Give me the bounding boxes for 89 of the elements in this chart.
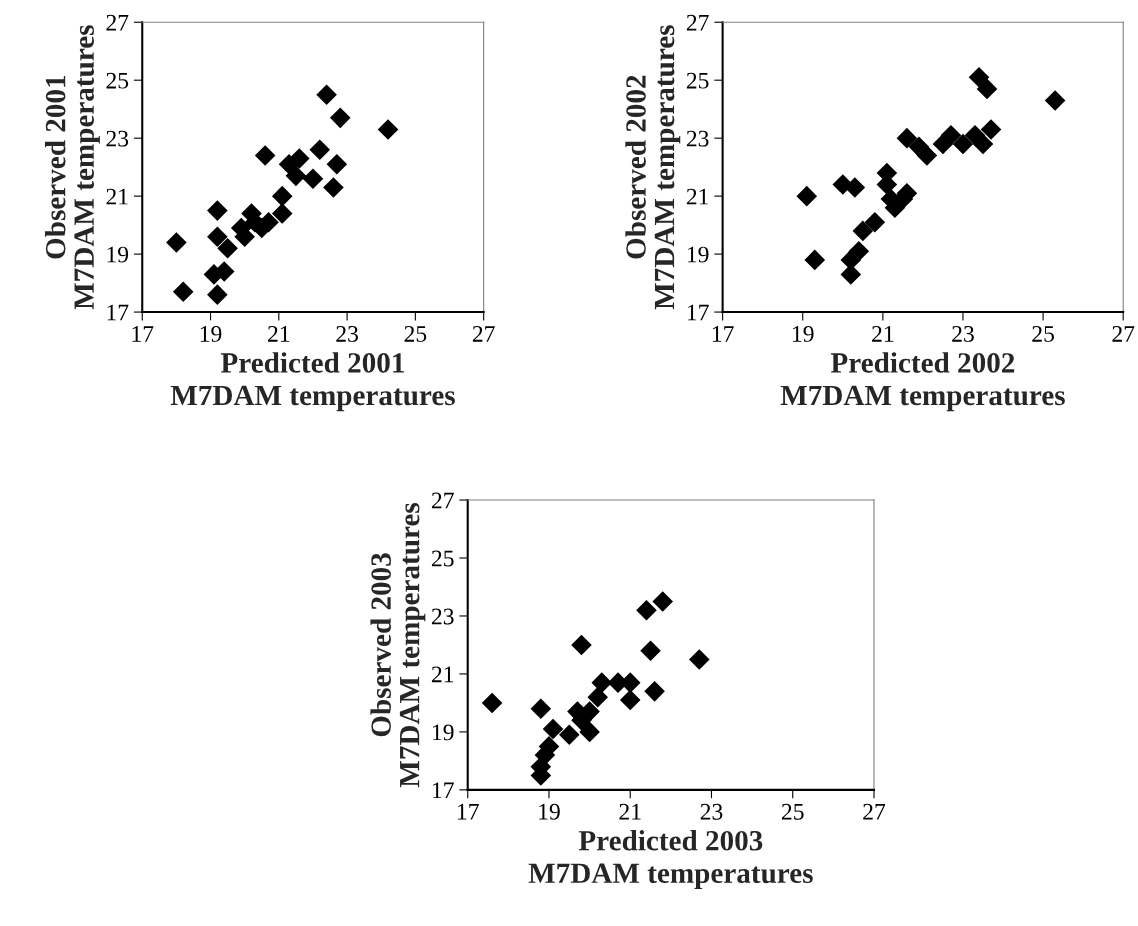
point xyxy=(940,124,962,146)
x-tick-label: 23 xyxy=(952,326,974,342)
y-tick-label: 23 xyxy=(686,130,709,147)
x-tick-label: 27 xyxy=(863,803,886,820)
point xyxy=(852,220,874,242)
y-tick-label: 17 xyxy=(432,782,454,799)
x-tick-label: 23 xyxy=(336,326,358,342)
point xyxy=(285,165,307,187)
y-tick-label: 23 xyxy=(106,130,129,147)
point xyxy=(636,599,657,621)
y-axis-title: Observed 2003 M7DAM temperatures xyxy=(370,502,426,788)
point xyxy=(796,185,818,207)
y-tick-label: 23 xyxy=(431,608,454,625)
x-tick-label: 17 xyxy=(712,326,734,342)
point xyxy=(309,139,331,161)
y-tick-label: 19 xyxy=(432,724,454,741)
y-tick-label: 25 xyxy=(431,550,454,567)
y-tick-label: 17 xyxy=(687,304,709,321)
point xyxy=(896,127,918,149)
point xyxy=(254,145,276,166)
point xyxy=(579,721,600,743)
y-tick-label: 17 xyxy=(107,304,129,321)
point xyxy=(688,649,710,670)
point xyxy=(530,698,552,720)
x-tick-label: 25 xyxy=(1032,326,1054,342)
x-tick-label: 17 xyxy=(457,803,479,820)
x-axis-title: Predicted 2001 M7DAM temperatures xyxy=(170,352,455,412)
y-axis-title: Observed 2002 M7DAM temperatures xyxy=(625,25,681,310)
point xyxy=(207,226,228,247)
point xyxy=(558,724,580,746)
y-tick-label: 25 xyxy=(106,72,129,89)
point xyxy=(323,177,344,198)
point xyxy=(972,133,994,155)
point xyxy=(952,133,974,155)
point xyxy=(864,211,886,233)
point xyxy=(329,107,351,129)
point xyxy=(619,689,641,711)
y-tick-label: 27 xyxy=(686,14,709,31)
x-tick-label: 23 xyxy=(700,803,723,820)
point xyxy=(316,84,337,105)
x-axis-title: Predicted 2002 M7DAM temperatures xyxy=(780,352,1065,412)
point xyxy=(1044,90,1066,111)
point xyxy=(326,153,348,175)
point xyxy=(844,177,866,198)
x-tick-label: 19 xyxy=(539,803,560,820)
y-tick-label: 25 xyxy=(686,72,709,89)
x-tick-label: 25 xyxy=(404,326,427,342)
x-axis-title: Predicted 2003 M7DAM temperatures xyxy=(528,830,813,890)
point xyxy=(377,119,399,140)
point xyxy=(271,203,293,224)
x-tick-label: 25 xyxy=(781,803,804,820)
y-tick-label: 27 xyxy=(431,492,454,509)
point xyxy=(271,185,293,207)
point xyxy=(288,148,310,169)
y-tick-label: 21 xyxy=(686,188,709,205)
y-axis-title: Observed 2001 M7DAM temperatures xyxy=(44,25,100,310)
y-tick-label: 27 xyxy=(106,14,129,31)
point xyxy=(644,681,665,702)
x-tick-label: 19 xyxy=(793,326,814,342)
point xyxy=(916,145,938,166)
x-tick-label: 27 xyxy=(1112,326,1135,342)
point xyxy=(166,232,187,253)
x-tick-label: 21 xyxy=(619,803,641,820)
point xyxy=(587,686,609,708)
point xyxy=(207,284,228,305)
point xyxy=(571,634,592,656)
point xyxy=(542,718,564,740)
point xyxy=(968,66,990,88)
point xyxy=(640,640,661,662)
x-tick-label: 27 xyxy=(472,326,495,342)
point xyxy=(302,168,324,190)
x-tick-label: 19 xyxy=(200,326,222,342)
point xyxy=(207,200,228,221)
x-tick-label: 21 xyxy=(872,326,894,342)
point xyxy=(217,238,238,259)
point xyxy=(980,119,1002,140)
y-tick-label: 21 xyxy=(106,188,128,205)
point xyxy=(481,692,503,714)
point xyxy=(976,78,998,100)
point xyxy=(652,591,674,612)
point xyxy=(848,240,870,262)
x-tick-label: 21 xyxy=(268,326,290,342)
point xyxy=(804,249,826,271)
point xyxy=(591,672,613,693)
y-tick-label: 19 xyxy=(687,246,709,263)
x-tick-label: 17 xyxy=(132,326,154,342)
y-tick-label: 21 xyxy=(431,666,454,683)
point xyxy=(172,281,194,303)
y-tick-label: 19 xyxy=(107,246,129,263)
